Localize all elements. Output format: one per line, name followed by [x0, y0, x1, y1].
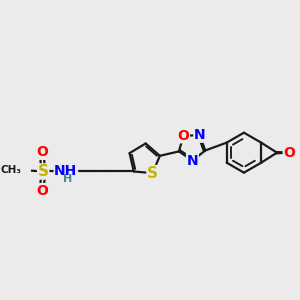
Text: O: O: [283, 146, 295, 160]
Text: S: S: [147, 166, 158, 181]
Text: N: N: [194, 128, 206, 142]
Text: NH: NH: [54, 164, 77, 178]
Text: O: O: [36, 184, 48, 198]
Text: S: S: [38, 164, 49, 179]
Text: H: H: [62, 174, 72, 184]
Text: O: O: [178, 129, 189, 143]
Text: O: O: [36, 145, 48, 159]
Text: N: N: [187, 154, 198, 167]
Text: CH₃: CH₃: [1, 165, 22, 175]
